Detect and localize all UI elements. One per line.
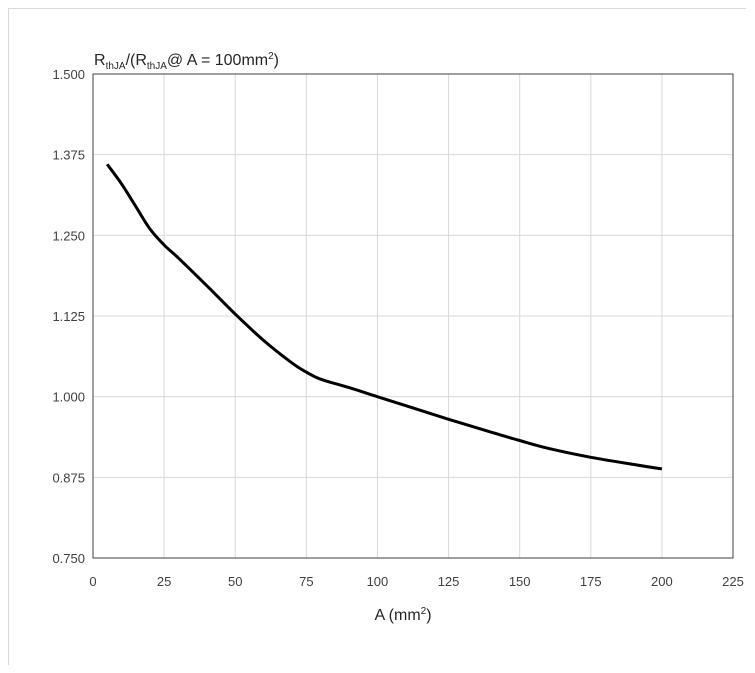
y-tick-label: 1.500 bbox=[52, 67, 85, 82]
y-tick-label: 1.250 bbox=[52, 228, 85, 243]
x-tick-label: 175 bbox=[580, 574, 602, 589]
x-tick-label: 150 bbox=[509, 574, 531, 589]
x-tick-label: 75 bbox=[299, 574, 313, 589]
y-axis-ticks: 0.750 0.875 1.000 1.125 1.250 1.375 1.500 bbox=[52, 67, 85, 566]
plot-area bbox=[92, 73, 734, 559]
y-axis-label: RthJA/(RthJA@ A = 100mm2) bbox=[94, 51, 279, 72]
series-line bbox=[105, 163, 663, 471]
y-tick-label: 1.125 bbox=[52, 309, 85, 324]
x-tick-label: 25 bbox=[157, 574, 171, 589]
y-tick-label: 1.000 bbox=[52, 390, 85, 405]
x-axis-ticks: 0 25 50 75 100 125 150 175 200 225 bbox=[89, 574, 743, 589]
y-tick-label: 0.750 bbox=[52, 551, 85, 566]
x-tick-label: 225 bbox=[722, 574, 744, 589]
y-tick-label: 1.375 bbox=[52, 148, 85, 163]
x-tick-label: 125 bbox=[438, 574, 460, 589]
x-tick-label: 200 bbox=[651, 574, 673, 589]
chart-frame bbox=[8, 8, 746, 665]
grid bbox=[92, 73, 734, 559]
y-tick-label: 0.875 bbox=[52, 470, 85, 485]
x-tick-label: 50 bbox=[228, 574, 242, 589]
x-axis-label: A (mm2) bbox=[374, 606, 431, 624]
x-tick-label: 100 bbox=[367, 574, 389, 589]
x-tick-label: 0 bbox=[89, 574, 96, 589]
